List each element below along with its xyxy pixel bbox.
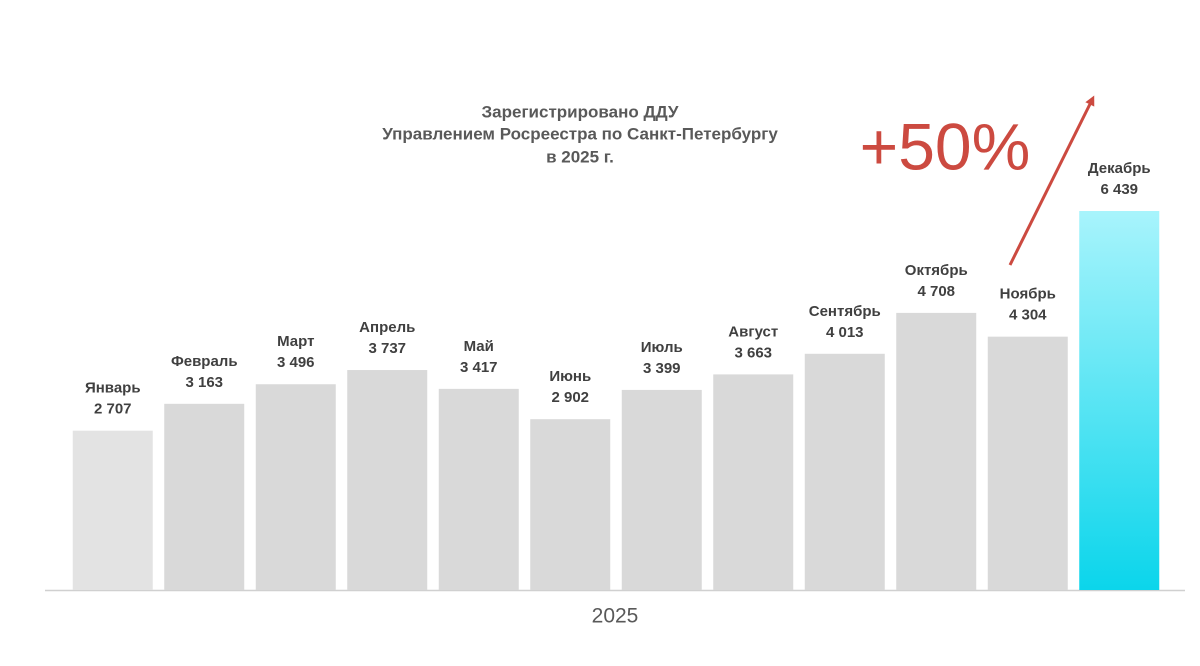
x-axis-label: 2025 [592, 605, 639, 628]
chart-title: в 2025 г. [546, 147, 614, 166]
value-label: 4 304 [1009, 307, 1047, 324]
value-label: 4 708 [917, 283, 955, 300]
bar [438, 388, 519, 590]
category-label: Декабрь [1088, 160, 1151, 177]
bar [1079, 211, 1160, 590]
category-label: Февраль [171, 353, 238, 370]
value-label: 2 707 [94, 401, 132, 418]
category-label: Январь [85, 380, 141, 397]
category-label: Июнь [549, 368, 591, 385]
category-label: Сентябрь [809, 303, 881, 320]
annotation-arrow [1008, 95, 1095, 266]
bar [72, 430, 153, 590]
bar [255, 384, 336, 590]
category-label: Ноябрь [1000, 286, 1056, 303]
value-label: 3 737 [368, 340, 406, 357]
value-label: 3 496 [277, 354, 315, 371]
value-label: 3 417 [460, 359, 498, 376]
value-label: 3 163 [185, 374, 223, 391]
chart-title: Управлением Росреестра по Санкт-Петербур… [382, 124, 778, 143]
bar [804, 353, 885, 590]
value-label: 6 439 [1100, 181, 1138, 198]
annotation: +50% [860, 109, 1031, 183]
category-label: Октябрь [905, 262, 968, 279]
value-label: 4 013 [826, 324, 864, 341]
bar [164, 403, 245, 590]
bar [896, 312, 977, 590]
value-label: 3 663 [734, 344, 772, 361]
bar [347, 370, 428, 590]
category-label: Март [277, 333, 314, 350]
value-label: 2 902 [551, 389, 589, 406]
category-label: Июль [641, 339, 683, 356]
category-label: Май [464, 338, 494, 355]
bar [713, 374, 794, 590]
bar [987, 336, 1068, 590]
bar [621, 389, 702, 590]
chart-title: Зарегистрировано ДДУ [482, 102, 679, 121]
category-label: Август [728, 323, 778, 340]
category-label: Апрель [359, 319, 415, 336]
value-label: 3 399 [643, 360, 681, 377]
bar [530, 419, 611, 590]
